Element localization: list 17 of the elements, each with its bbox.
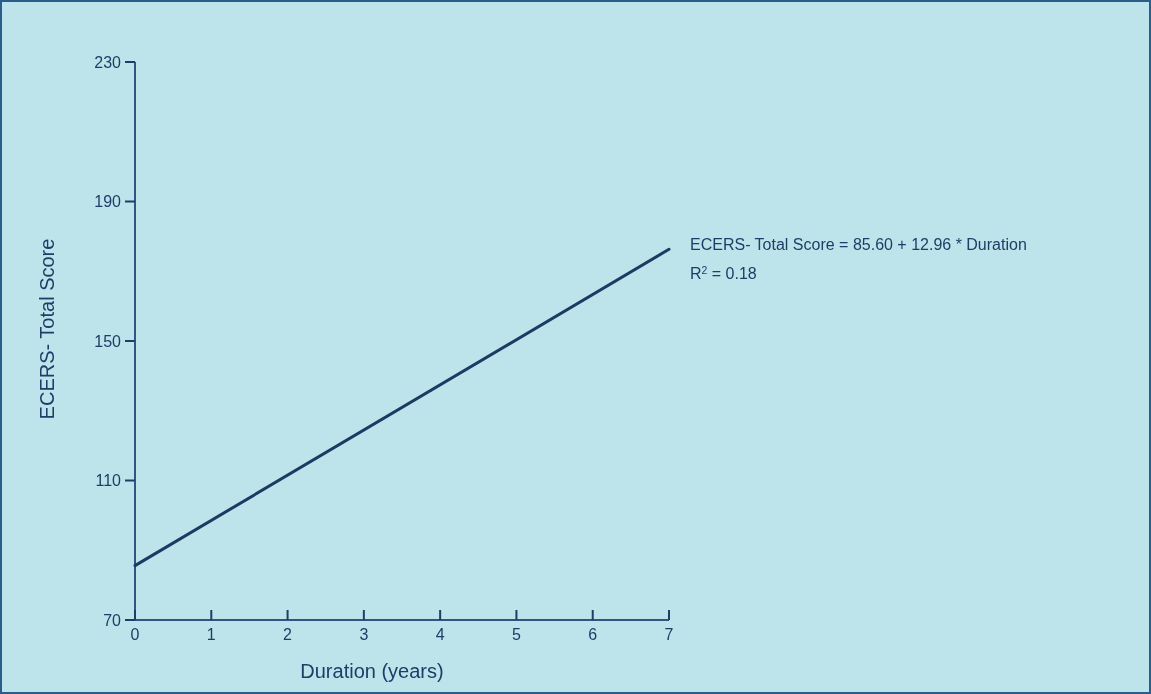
x-tick-label: 3	[359, 626, 369, 643]
y-tick-label: 70	[103, 611, 122, 629]
x-axis-title: Duration (years)	[300, 660, 444, 682]
x-tick-label: 2	[283, 626, 293, 643]
y-axis-title: ECERS- Total Score	[36, 238, 58, 420]
x-tick-label: 4	[435, 626, 445, 643]
y-tick-label: 190	[94, 193, 122, 211]
x-tick-label: 6	[588, 626, 598, 643]
x-tick-label: 5	[511, 626, 521, 643]
y-tick-label: 110	[95, 472, 122, 490]
text: R$^{2}$ = 0.18	[690, 264, 757, 282]
text: ECERS- Total Score = 85.60 + 12.96 * Duration	[690, 236, 1027, 253]
y-tick-label: 230	[94, 53, 122, 71]
y-tick-label: 150	[94, 332, 122, 350]
x-tick-label: 1	[206, 626, 216, 643]
x-tick-label: 0	[130, 626, 140, 643]
x-tick-label: 7	[664, 626, 674, 643]
